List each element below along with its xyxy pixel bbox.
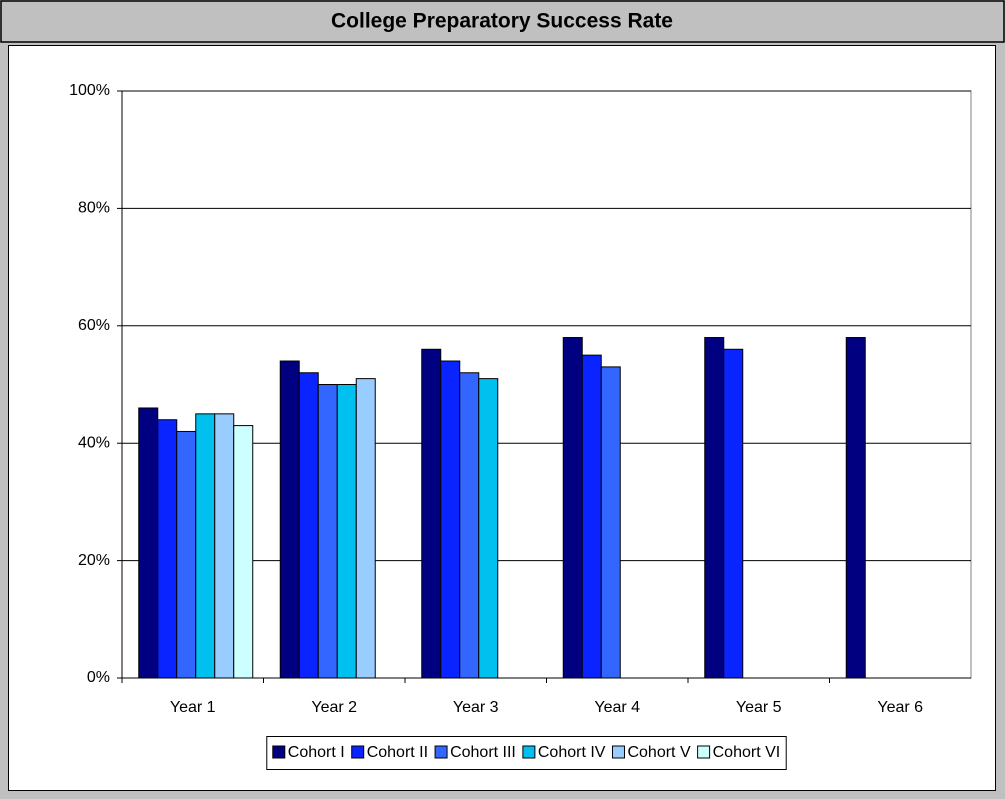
- y-tick-label: 80%: [78, 200, 110, 217]
- bar: [704, 337, 725, 679]
- bar: [723, 348, 744, 679]
- bar: [233, 425, 254, 679]
- legend-swatch: [697, 745, 711, 759]
- bar: [298, 372, 319, 679]
- legend-swatch: [272, 745, 286, 759]
- bar: [279, 360, 300, 679]
- chart-title: College Preparatory Success Rate: [331, 10, 673, 33]
- bar: [440, 360, 461, 679]
- bar: [157, 419, 178, 679]
- bar: [138, 407, 159, 679]
- x-tick-label: Year 5: [736, 699, 782, 716]
- bar: [355, 378, 376, 679]
- x-tick-label: Year 6: [877, 699, 923, 716]
- bar: [421, 348, 442, 679]
- y-tick-label: 20%: [78, 552, 110, 569]
- legend-swatch: [611, 745, 625, 759]
- bar: [600, 366, 621, 679]
- bar: [336, 384, 357, 679]
- legend-swatch: [522, 745, 536, 759]
- y-tick-label: 40%: [78, 434, 110, 451]
- legend-label: Cohort IV: [538, 744, 606, 761]
- bar: [214, 413, 235, 679]
- x-tick-label: Year 2: [311, 699, 357, 716]
- bar: [317, 384, 338, 679]
- bar: [562, 337, 583, 679]
- legend-swatch: [351, 745, 365, 759]
- y-tick-label: 0%: [87, 669, 110, 686]
- legend-label: Cohort I: [288, 744, 345, 761]
- bar: [478, 378, 499, 679]
- bar: [459, 372, 480, 679]
- legend-label: Cohort VI: [713, 744, 781, 761]
- legend-label: Cohort III: [450, 744, 516, 761]
- x-tick-label: Year 3: [453, 699, 499, 716]
- y-tick-label: 100%: [69, 82, 110, 99]
- bar: [845, 337, 866, 679]
- title-bar: [0, 0, 1005, 43]
- legend-swatch: [434, 745, 448, 759]
- legend-label: Cohort V: [627, 744, 690, 761]
- bar: [581, 354, 602, 679]
- legend-label: Cohort II: [367, 744, 428, 761]
- x-tick-label: Year 4: [594, 699, 640, 716]
- x-tick-label: Year 1: [170, 699, 216, 716]
- bar: [195, 413, 216, 679]
- bar: [176, 430, 197, 679]
- y-tick-label: 60%: [78, 317, 110, 334]
